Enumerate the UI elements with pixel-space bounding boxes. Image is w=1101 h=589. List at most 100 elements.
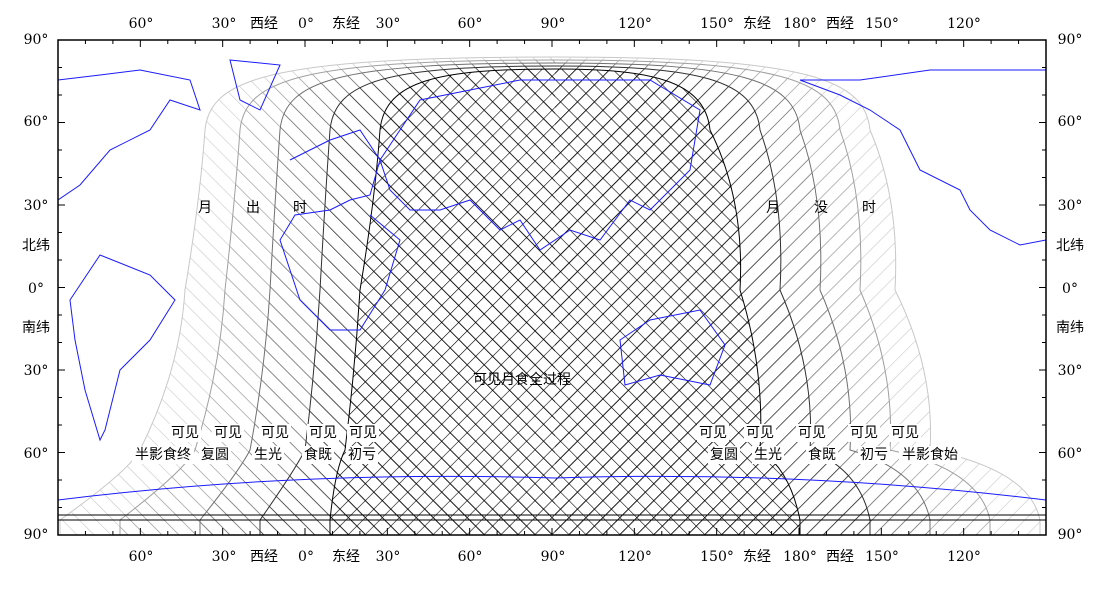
coastline xyxy=(799,69,1046,246)
phase-label: 可见 xyxy=(309,425,337,441)
latitude-label: 30° xyxy=(24,198,49,214)
phase-label: 生光 xyxy=(254,447,282,463)
longitude-label: 30° xyxy=(376,549,401,565)
latitude-label: 90° xyxy=(1058,32,1083,48)
longitude-label: 120° xyxy=(618,16,652,32)
phase-label: 初亏 xyxy=(348,446,376,463)
latitude-label: 60° xyxy=(1058,446,1083,462)
phase-label: 可见 xyxy=(214,425,242,441)
label-background xyxy=(806,446,838,464)
phase-label: 半影食终 xyxy=(135,446,191,463)
label-background xyxy=(889,424,921,442)
phase-label: 可见 xyxy=(349,425,377,441)
coastline xyxy=(279,129,401,331)
coastline xyxy=(229,59,281,111)
label-background xyxy=(199,446,231,464)
phase-label: 可见 xyxy=(171,425,199,441)
longitude-label: 180° xyxy=(783,549,817,565)
label-background xyxy=(796,424,828,442)
latitude-label: 60° xyxy=(24,446,49,462)
label-background xyxy=(252,446,284,464)
tick-marks xyxy=(57,39,1047,536)
labels: 60°60°30°30°西经西经0°0°东经东经30°30°60°60°90°9… xyxy=(22,16,1084,565)
label-background xyxy=(697,424,729,442)
latitude-label: 北纬 xyxy=(1056,238,1084,254)
full-visibility-zone xyxy=(329,68,801,535)
coastline xyxy=(69,254,176,442)
label-background xyxy=(899,446,961,464)
longitude-label: 西经 xyxy=(250,549,278,565)
label-background xyxy=(708,446,740,464)
longitude-label: 东经 xyxy=(332,549,360,565)
phase-label: 半影食始 xyxy=(902,446,958,463)
coastline xyxy=(379,79,701,251)
phase-label: 初亏 xyxy=(860,446,888,463)
longitude-label: 西经 xyxy=(250,16,278,32)
longitude-label: 西经 xyxy=(826,549,854,565)
phase-label: 可见 xyxy=(891,425,919,441)
longitude-label: 东经 xyxy=(332,16,360,32)
latitude-label: 30° xyxy=(1058,363,1083,379)
label-background xyxy=(848,424,880,442)
phase-label: 可见 xyxy=(699,425,727,441)
longitude-label: 60° xyxy=(129,549,154,565)
longitude-label: 120° xyxy=(947,16,981,32)
label-background xyxy=(212,424,244,442)
longitude-label: 东经 xyxy=(743,16,771,32)
longitude-label: 0° xyxy=(298,16,314,32)
moonset-label: 时 xyxy=(862,200,876,216)
longitude-label: 东经 xyxy=(743,549,771,565)
latitude-label: 南纬 xyxy=(1056,320,1084,336)
coastline xyxy=(619,309,726,386)
moonrise-label: 月 xyxy=(198,200,212,216)
longitude-label: 150° xyxy=(865,549,899,565)
longitude-label: 30° xyxy=(376,16,401,32)
coastlines xyxy=(58,59,1046,501)
longitude-label: 30° xyxy=(212,16,237,32)
longitude-label: 60° xyxy=(458,16,483,32)
latitude-label: 60° xyxy=(24,114,49,130)
label-background xyxy=(302,446,334,464)
label-background xyxy=(346,446,378,464)
moonset-label: 没 xyxy=(814,200,828,216)
phase-label: 生光 xyxy=(754,447,782,463)
label-background xyxy=(858,446,890,464)
visibility-zones xyxy=(59,56,1041,535)
longitude-label: 150° xyxy=(865,16,899,32)
phase-label: 复圆 xyxy=(710,446,738,463)
phase-label: 食既 xyxy=(304,446,332,463)
longitude-label: 90° xyxy=(541,549,566,565)
coastline xyxy=(58,475,1046,501)
longitude-label: 180° xyxy=(783,16,817,32)
longitude-label: 0° xyxy=(298,549,314,565)
longitude-label: 120° xyxy=(618,549,652,565)
latitude-label: 90° xyxy=(24,32,49,48)
latitude-label: 北纬 xyxy=(22,238,50,254)
phase-label: 可见 xyxy=(798,425,826,441)
label-background xyxy=(347,424,379,442)
label-background xyxy=(752,446,784,464)
longitude-label: 西经 xyxy=(826,16,854,32)
longitude-label: 60° xyxy=(458,549,483,565)
label-background xyxy=(132,446,194,464)
latitude-label: 90° xyxy=(1058,527,1083,543)
longitude-label: 90° xyxy=(541,16,566,32)
full-visibility-label: 可见月食全过程 xyxy=(473,371,571,388)
moonset-label: 月 xyxy=(766,200,780,216)
latitude-label: 30° xyxy=(1058,198,1083,214)
latitude-label: 30° xyxy=(24,363,49,379)
longitude-label: 150° xyxy=(700,549,734,565)
moonrise-label: 时 xyxy=(293,200,307,216)
longitude-label: 60° xyxy=(129,16,154,32)
latitude-label: 90° xyxy=(24,527,49,543)
phase-label: 可见 xyxy=(746,425,774,441)
phase-label: 食既 xyxy=(808,446,836,463)
label-background xyxy=(307,424,339,442)
label-background xyxy=(259,424,291,442)
phase-label: 复圆 xyxy=(201,446,229,463)
phase-label: 可见 xyxy=(850,425,878,441)
latitude-label: 0° xyxy=(28,281,44,297)
moonrise-label: 出 xyxy=(246,200,260,216)
